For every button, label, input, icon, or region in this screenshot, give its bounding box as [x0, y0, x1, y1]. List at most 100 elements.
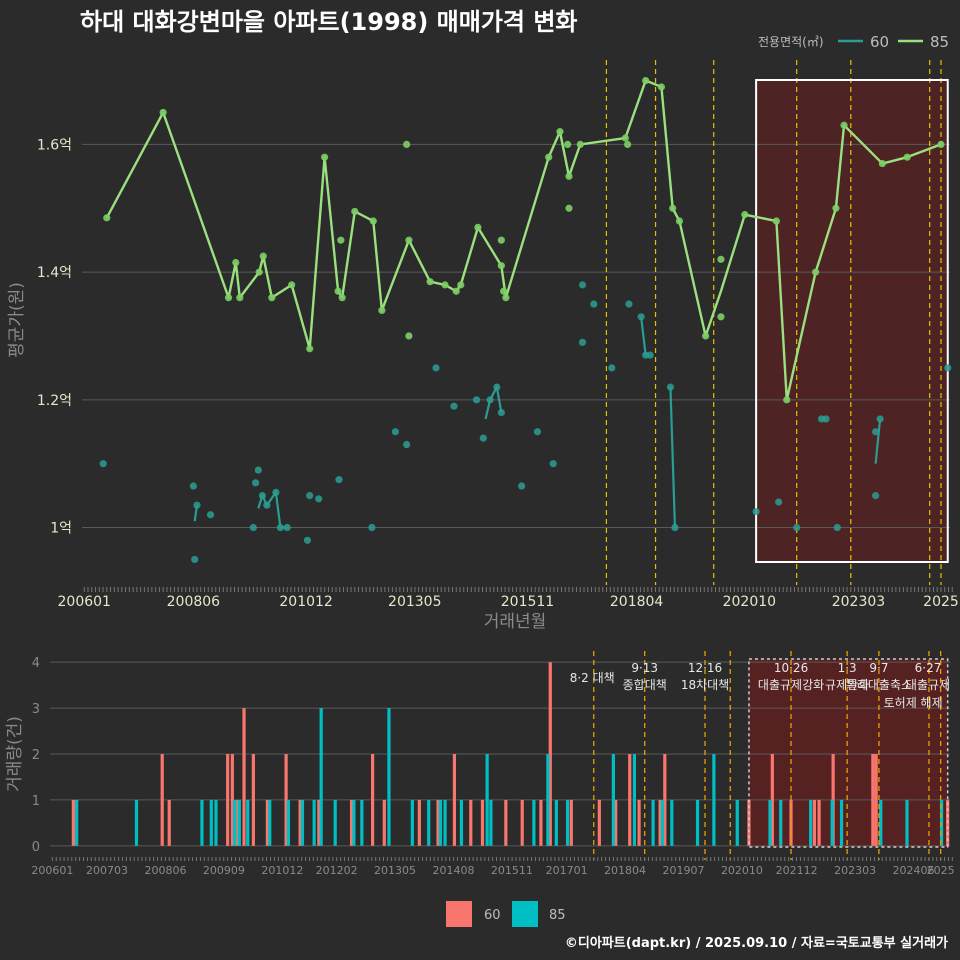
volume-bar-60 [548, 662, 552, 846]
series-60-point [497, 408, 505, 417]
event-label: 대출규제 [906, 678, 950, 692]
x-axis-title: 거래년월 [484, 612, 547, 632]
volume-x-tick-label: 201012 [261, 864, 303, 877]
volume-bar-85 [410, 799, 414, 846]
series-60-point [944, 364, 952, 372]
series-85-point [497, 236, 505, 244]
series-60-point [315, 495, 323, 503]
volume-x-tick-label: 200601 [31, 864, 73, 877]
y-axis-title: 평균가(원) [7, 282, 27, 358]
series-85-point [621, 134, 629, 142]
series-85-point [452, 287, 460, 295]
volume-x-tick-label: 201408 [432, 864, 474, 877]
volume-bar-60 [817, 799, 821, 846]
event-label: 토허제 해제 [884, 696, 943, 710]
credit-text: ©디아파트(dapt.kr) / 2025.09.10 / 자료=국토교통부 실… [565, 935, 948, 951]
series-85-point [103, 214, 111, 222]
volume-bar-85 [438, 799, 442, 846]
series-60-point [578, 338, 587, 346]
volume-bar-85 [489, 799, 493, 846]
volume-bar-85 [246, 799, 250, 846]
volume-y-axis-title: 거래량(건) [5, 716, 25, 792]
series-85-point [565, 204, 573, 212]
series-60-point [258, 492, 266, 500]
series-60-point [193, 501, 201, 509]
event-label: 12·16 [688, 661, 722, 675]
series-85-point [405, 332, 413, 340]
series-85-point [545, 153, 553, 161]
series-85-line [105, 79, 942, 402]
series-60-point [254, 466, 262, 474]
series-85-point [306, 345, 314, 353]
series-60-point [822, 415, 830, 423]
x-tick-label: 200601 [58, 594, 111, 610]
volume-bar-60 [597, 799, 601, 846]
volume-y-tick-label: 3 [32, 702, 40, 717]
series-85-point [497, 262, 505, 270]
series-85-point [717, 313, 725, 321]
volume-x-tick-label: 201305 [374, 864, 416, 877]
series-60-point [432, 364, 440, 372]
series-60-point [578, 281, 587, 289]
volume-bar-60 [382, 799, 386, 846]
volume-x-tick-label: 201907 [663, 864, 705, 877]
series-60-point [206, 511, 215, 519]
series-60-point [493, 383, 501, 391]
volume-bar-85 [209, 799, 213, 846]
series-85-point [903, 153, 911, 161]
volume-legend-swatch-60 [446, 901, 472, 927]
y-tick-label: 1.2억 [37, 393, 72, 409]
volume-bar-85 [670, 799, 674, 846]
series-85-point [783, 396, 791, 404]
x-tick-label: 200806 [167, 594, 221, 610]
x-tick-label: 201804 [610, 594, 664, 610]
volume-bar-60 [298, 799, 302, 846]
volume-bar-85 [75, 799, 79, 846]
series-60-point [391, 428, 399, 436]
volume-bar-85 [554, 799, 558, 846]
series-85-point [500, 287, 508, 295]
volume-x-tick-label: 202010 [721, 864, 763, 877]
volume-bar-60 [569, 799, 573, 846]
series-85-point [334, 287, 342, 295]
volume-bar-85 [360, 799, 364, 846]
volume-y-tick-label: 0 [32, 840, 40, 855]
volume-bar-60 [284, 754, 288, 846]
series-60-point [793, 523, 801, 532]
volume-bar-85 [939, 799, 944, 846]
volume-bar-85 [768, 799, 772, 846]
volume-bar-60 [417, 799, 421, 846]
volume-bar-85 [319, 708, 323, 846]
series-85-point [457, 281, 465, 289]
series-60-line [874, 418, 882, 464]
volume-bar-60 [230, 754, 234, 846]
series-85-point [741, 211, 749, 219]
volume-bar-60 [871, 754, 875, 846]
series-60-point [276, 523, 284, 532]
volume-x-tick-label: 200909 [203, 864, 245, 877]
series-60-point [533, 428, 542, 436]
series-60-point [752, 507, 760, 516]
series-85-point [255, 268, 263, 276]
volume-bar-60 [480, 799, 485, 846]
series-85-point [159, 108, 167, 117]
volume-bar-60 [349, 799, 354, 846]
series-85-point [474, 223, 482, 232]
volume-y-tick-label: 4 [32, 656, 40, 671]
series-85-point [565, 172, 573, 180]
series-60-point [450, 402, 458, 410]
y-tick-label: 1억 [50, 521, 72, 537]
volume-bar-85 [660, 799, 665, 846]
volume-y-tick-label: 1 [32, 794, 40, 809]
volume-x-tick-label: 201804 [604, 864, 646, 877]
series-85-point [232, 258, 240, 267]
volume-bar-85 [200, 799, 204, 846]
volume-bar-85 [485, 754, 489, 846]
volume-bar-85 [809, 799, 813, 846]
series-85-point [772, 217, 781, 225]
series-60-point [99, 460, 107, 468]
series-60-point [608, 364, 616, 372]
volume-x-tick-label: 200703 [86, 864, 128, 877]
series-60-point [486, 396, 494, 404]
